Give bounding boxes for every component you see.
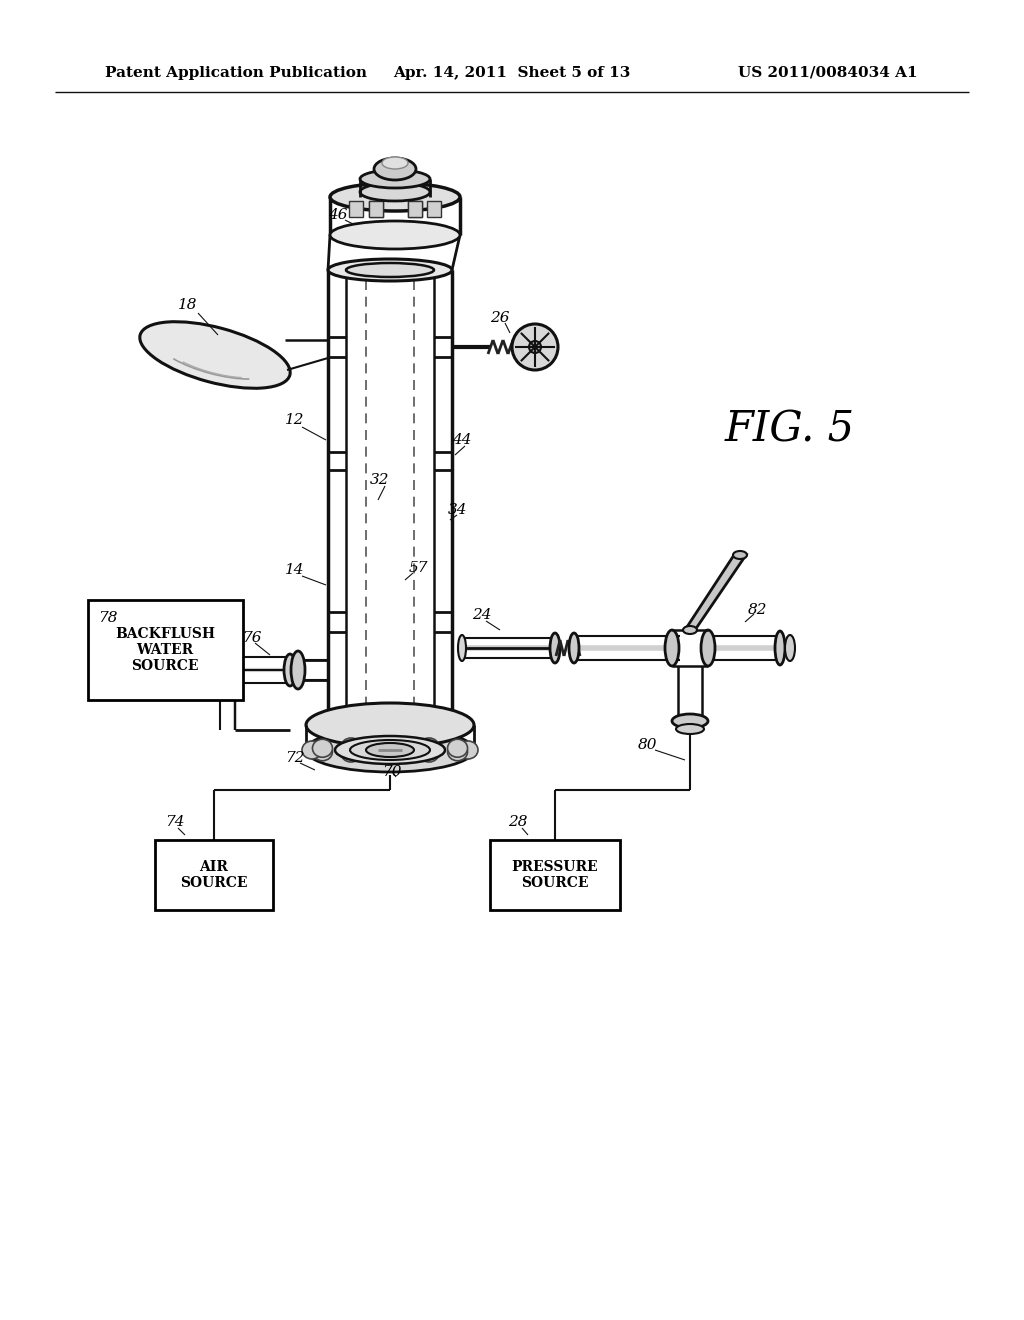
- Ellipse shape: [328, 709, 452, 731]
- Ellipse shape: [366, 743, 414, 756]
- Ellipse shape: [330, 220, 460, 249]
- Ellipse shape: [335, 737, 445, 764]
- Text: 26: 26: [490, 312, 510, 325]
- Bar: [155, 840, 273, 909]
- Ellipse shape: [529, 341, 541, 352]
- Ellipse shape: [140, 322, 290, 388]
- Text: 46: 46: [329, 209, 348, 222]
- Ellipse shape: [341, 744, 361, 762]
- Text: 12: 12: [286, 413, 305, 426]
- Ellipse shape: [302, 741, 322, 759]
- Ellipse shape: [458, 635, 466, 661]
- Ellipse shape: [284, 653, 296, 686]
- Ellipse shape: [330, 183, 460, 211]
- Bar: [427, 201, 441, 216]
- Text: 70: 70: [382, 766, 401, 779]
- Bar: [408, 201, 422, 216]
- Ellipse shape: [360, 170, 430, 187]
- Bar: [349, 201, 362, 216]
- Text: 34: 34: [449, 503, 468, 517]
- Ellipse shape: [512, 323, 558, 370]
- Text: 78: 78: [98, 611, 118, 624]
- Bar: [369, 201, 383, 216]
- Ellipse shape: [676, 723, 705, 734]
- Ellipse shape: [341, 738, 361, 756]
- Text: AIR
SOURCE: AIR SOURCE: [180, 859, 248, 890]
- Text: PRESSURE
SOURCE: PRESSURE SOURCE: [512, 859, 598, 890]
- Ellipse shape: [350, 741, 430, 760]
- Ellipse shape: [380, 738, 400, 755]
- Ellipse shape: [785, 635, 795, 661]
- Text: 24: 24: [472, 609, 492, 622]
- Ellipse shape: [419, 738, 439, 756]
- Text: 72: 72: [286, 751, 305, 766]
- Ellipse shape: [312, 739, 333, 758]
- Ellipse shape: [382, 157, 408, 169]
- Ellipse shape: [458, 741, 478, 759]
- Text: 28: 28: [508, 814, 527, 829]
- Ellipse shape: [291, 651, 305, 689]
- Ellipse shape: [550, 634, 560, 663]
- Bar: [369, 201, 383, 216]
- Ellipse shape: [447, 739, 468, 758]
- Ellipse shape: [328, 259, 452, 281]
- Ellipse shape: [360, 183, 430, 201]
- Ellipse shape: [419, 744, 439, 762]
- Ellipse shape: [672, 714, 708, 729]
- Text: BACKFLUSH
WATER
SOURCE: BACKFLUSH WATER SOURCE: [115, 627, 215, 673]
- Ellipse shape: [306, 729, 474, 772]
- Text: US 2011/0084034 A1: US 2011/0084034 A1: [738, 66, 918, 81]
- Text: 82: 82: [749, 603, 768, 616]
- Text: 74: 74: [165, 814, 184, 829]
- Text: Patent Application Publication: Patent Application Publication: [105, 66, 367, 81]
- Ellipse shape: [380, 744, 400, 763]
- Ellipse shape: [733, 550, 746, 558]
- Text: Apr. 14, 2011  Sheet 5 of 13: Apr. 14, 2011 Sheet 5 of 13: [393, 66, 631, 81]
- Ellipse shape: [701, 630, 715, 667]
- Ellipse shape: [447, 743, 468, 760]
- Text: 18: 18: [178, 298, 198, 312]
- Ellipse shape: [665, 630, 679, 667]
- Ellipse shape: [374, 158, 416, 180]
- Text: 14: 14: [286, 564, 305, 577]
- Text: 32: 32: [371, 473, 390, 487]
- Polygon shape: [685, 554, 746, 630]
- Text: 44: 44: [453, 433, 472, 447]
- Ellipse shape: [306, 704, 474, 747]
- Ellipse shape: [346, 263, 434, 277]
- Text: 57: 57: [409, 561, 428, 576]
- Text: FIG. 5: FIG. 5: [725, 409, 855, 451]
- Ellipse shape: [312, 743, 333, 760]
- Ellipse shape: [683, 626, 697, 634]
- Ellipse shape: [569, 634, 579, 663]
- Bar: [490, 840, 620, 909]
- Ellipse shape: [775, 631, 785, 665]
- Bar: [408, 201, 422, 216]
- Text: 76: 76: [243, 631, 262, 645]
- Bar: [88, 601, 243, 700]
- Text: 80: 80: [638, 738, 657, 752]
